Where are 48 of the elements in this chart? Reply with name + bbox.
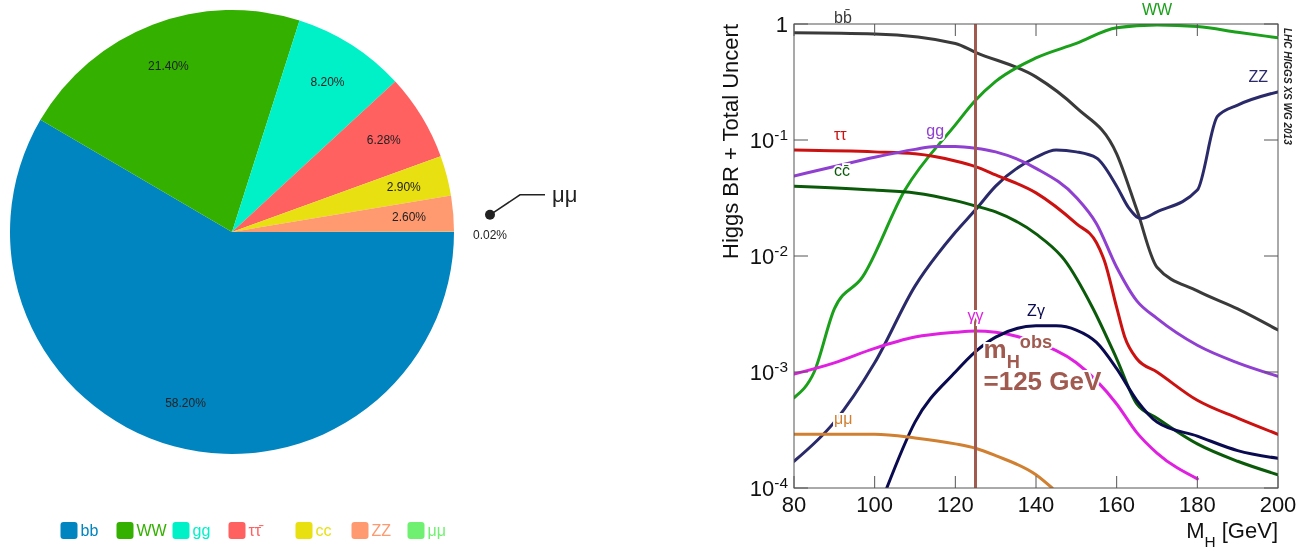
data-label: 2.60%	[391, 210, 427, 225]
line-series	[794, 329, 1199, 481]
category-label: μμ	[552, 181, 578, 207]
legend-label: bb	[80, 522, 99, 539]
x-tick-label: 120	[936, 492, 974, 517]
series-label: Zγ	[1027, 301, 1045, 319]
legend-label: μμ	[427, 522, 446, 539]
x-axis-title: M$_{H}$ [GeV]	[1186, 518, 1278, 550]
data-label: 8.20%	[310, 75, 345, 90]
data-label: 6.28%	[366, 132, 402, 147]
x-tick-label: 140	[1017, 492, 1055, 517]
line-series	[794, 31, 1278, 332]
series-label: ττ	[834, 126, 848, 143]
line-series	[794, 432, 1054, 488]
data-label: 58.20%	[165, 396, 207, 411]
legend-label: WW	[136, 522, 168, 539]
x-tick-label: 160	[1098, 492, 1136, 517]
y-tick-label: 10$^{-3}$	[749, 357, 788, 385]
series-label: gg	[926, 122, 945, 140]
pie-slice	[40, 10, 300, 232]
data-label: 21.40%	[148, 59, 190, 74]
legend-label: cc	[315, 522, 332, 539]
x-tick-label: 180	[1178, 492, 1216, 517]
line-series	[885, 324, 1278, 488]
series-label: bb̄	[834, 8, 852, 26]
pie-slice	[232, 156, 451, 232]
x-tick-label: 100	[856, 492, 894, 517]
data-label: 2.90%	[386, 179, 422, 194]
x-tick-label: 200	[1259, 492, 1297, 517]
line-series	[794, 24, 1278, 400]
series-label: μμ	[834, 410, 853, 428]
pie-slice	[10, 119, 454, 454]
series-label: ZZ	[1248, 67, 1269, 85]
y-tick-label: 10$^{-2}$	[749, 241, 788, 269]
pie-slice	[232, 195, 454, 232]
line-series	[794, 90, 1278, 463]
series-label: cc̄	[834, 162, 850, 180]
series-label: WW	[1141, 1, 1173, 19]
y-tick-label: 10$^{-1}$	[749, 125, 788, 153]
line-series	[794, 184, 1278, 477]
y-tick-label: 1	[775, 12, 788, 37]
line-series	[794, 148, 1278, 436]
legend-label: gg	[192, 522, 211, 539]
data-label: 0.02%	[472, 227, 508, 242]
legend-label: ττ̄	[248, 522, 265, 539]
y-axis-title: Higgs BR + Total Uncert	[718, 24, 743, 259]
text: LHC HIGGS XS WG 2013	[1282, 28, 1293, 146]
legend-label: ZZ	[371, 522, 392, 539]
